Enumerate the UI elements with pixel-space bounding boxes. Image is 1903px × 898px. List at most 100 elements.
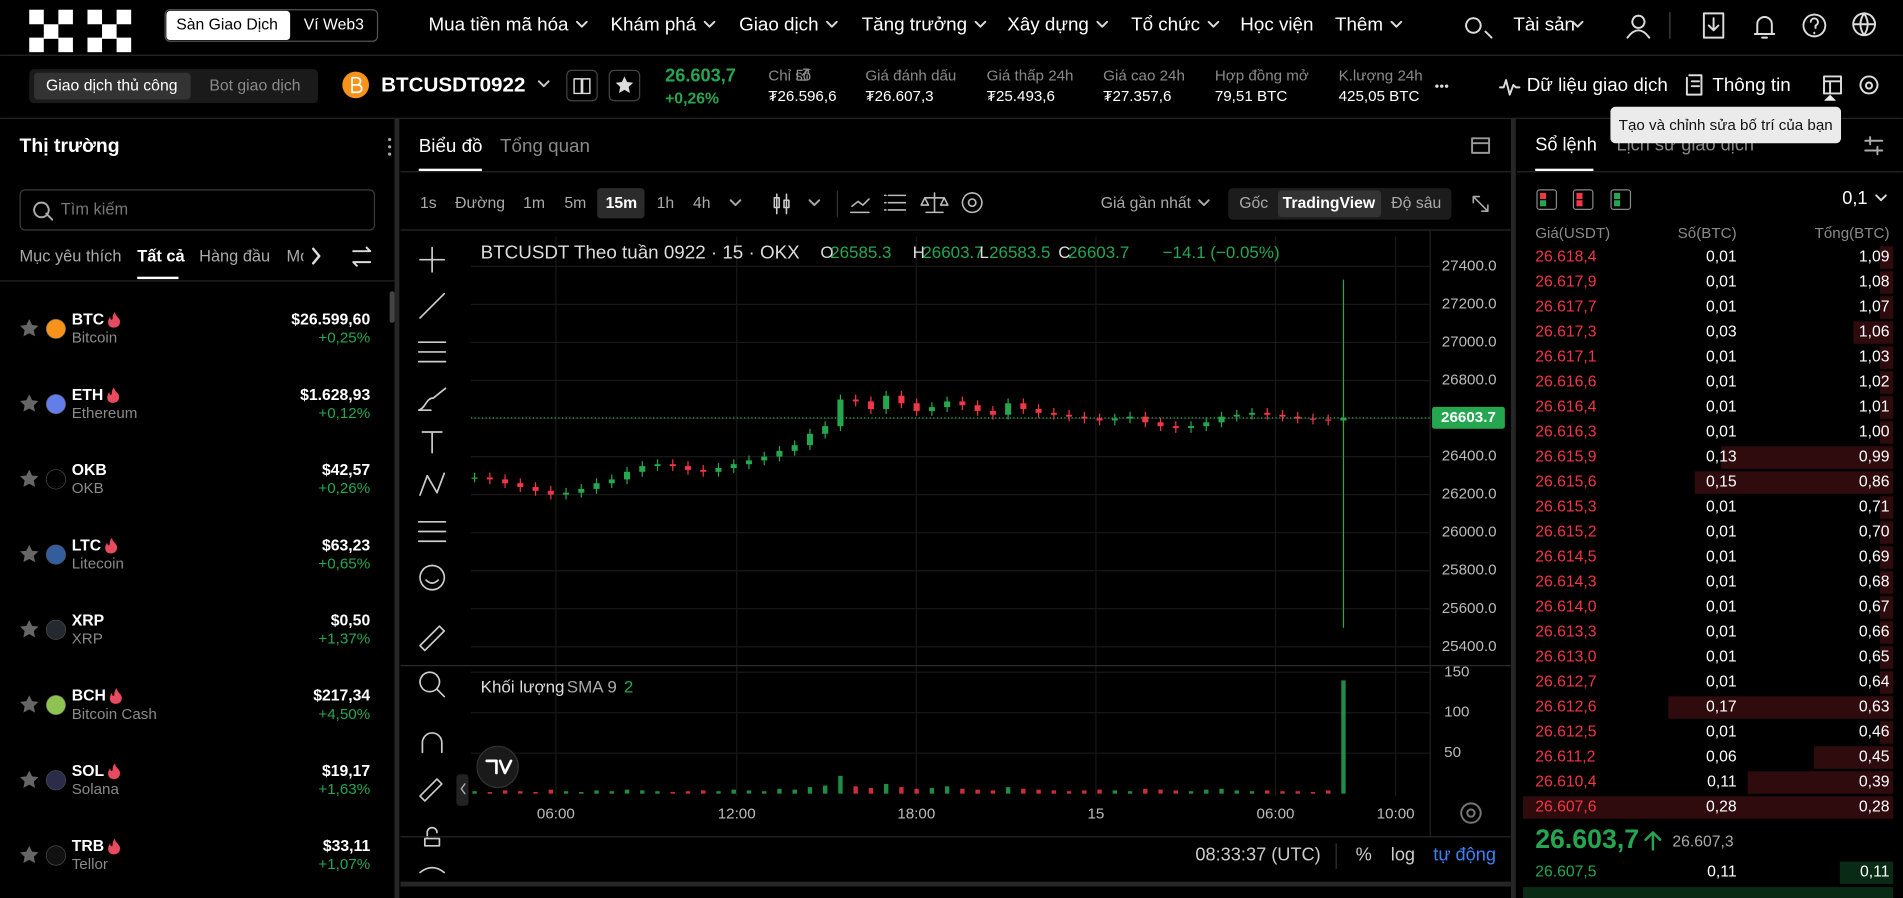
interval[interactable]: 5m (564, 195, 586, 212)
coin-symbol[interactable]: OKB (72, 462, 107, 479)
chevron (826, 20, 838, 28)
ask-total: 1,03 (1859, 348, 1890, 365)
volume-bar (1005, 787, 1011, 794)
volume-bar (609, 791, 614, 794)
candle (898, 395, 905, 404)
view-tab[interactable]: TradingView (1283, 195, 1376, 212)
chevron (576, 20, 588, 28)
tooltip-arrow (1824, 94, 1837, 101)
stat-label: Giá thấp 24h (987, 67, 1074, 84)
candle (608, 479, 615, 484)
volume-bar (929, 787, 935, 794)
chart-tab[interactable]: Biểu đồ (419, 135, 483, 156)
book-tab[interactable]: Sổ lệnh (1535, 134, 1597, 154)
drawing-tool (419, 866, 446, 874)
depth-bar (1839, 861, 1894, 885)
search-input[interactable]: Tìm kiếm (61, 200, 128, 218)
coin-symbol[interactable]: LTC (72, 537, 101, 554)
clock: 08:33:37 (UTC) (1195, 844, 1320, 864)
view-tab[interactable]: Độ sâu (1391, 195, 1441, 212)
nav-item[interactable]: Học viện (1240, 13, 1313, 34)
ask-total: 1,07 (1859, 298, 1890, 315)
coin-symbol[interactable]: SOL (72, 763, 105, 780)
info[interactable]: Thông tin (1712, 74, 1790, 95)
drawing-tool (417, 520, 447, 543)
help-icon (1802, 13, 1827, 38)
ask-price: 26.610,4 (1535, 773, 1597, 790)
book-view-part (1540, 200, 1547, 207)
nav-item[interactable]: Khám phá (611, 13, 697, 34)
nav-item[interactable]: Thêm (1335, 13, 1383, 34)
coin-price: $33,11 (323, 838, 371, 855)
interval[interactable]: Đường (455, 195, 505, 212)
nav-item[interactable]: Mua tiền mã hóa (428, 13, 569, 34)
candle (1325, 419, 1332, 421)
volume-bar (1295, 791, 1300, 794)
book-view-part (1540, 192, 1547, 200)
x-tick-label: 06:00 (1257, 805, 1295, 822)
y-tick-label: 25600.0 (1442, 600, 1497, 617)
drawing-tool (419, 671, 446, 698)
market-tab[interactable]: Mục yêu thích (20, 248, 122, 266)
candle (1005, 403, 1012, 415)
coin-change: +0,65% (318, 555, 370, 572)
coin-symbol[interactable]: TRB (72, 838, 104, 855)
ohlc-value: 26583.5 (989, 243, 1050, 262)
symbol[interactable]: BTCUSDT0922 (381, 74, 525, 97)
volume-bar (792, 789, 797, 794)
candle (1066, 414, 1073, 417)
interval[interactable]: 15m (606, 195, 638, 212)
nav-item[interactable]: Tổ chức (1131, 13, 1200, 34)
market-tab[interactable]: Hàng đầu (199, 248, 270, 266)
market-tab[interactable]: Tất cả (137, 248, 185, 266)
tab[interactable]: Ví Web3 (304, 17, 364, 34)
chevron (729, 199, 742, 207)
candle (1035, 409, 1042, 413)
ask-size: 0,01 (1706, 373, 1737, 390)
mode[interactable]: Bot giao dịch (209, 77, 300, 94)
depth-bar (1879, 571, 1894, 594)
candle (1157, 422, 1164, 427)
price-step[interactable]: 0,1 (1842, 188, 1867, 208)
view-tab[interactable]: Gốc (1239, 195, 1268, 212)
chart-tab[interactable]: Tổng quan (500, 135, 590, 156)
trade-data[interactable]: Dữ liệu giao dịch (1527, 74, 1668, 95)
auto-toggle[interactable]: tự động (1433, 844, 1496, 864)
coin-symbol[interactable]: BTC (72, 312, 104, 329)
ask-total: 1,01 (1859, 398, 1890, 415)
price-source[interactable]: Giá gần nhất (1101, 195, 1192, 212)
ask-total: 0,63 (1859, 698, 1890, 715)
depth-bar (1879, 496, 1894, 519)
drawing-tool (419, 472, 446, 496)
percent-toggle[interactable]: % (1356, 844, 1372, 864)
interval[interactable]: 4h (693, 195, 711, 212)
coin-symbol[interactable]: BCH (72, 688, 106, 705)
volume-bar (1173, 790, 1178, 794)
volume-bar (1112, 790, 1117, 794)
coin-change: +0,12% (318, 405, 370, 422)
drawing-tool (419, 778, 443, 802)
nav-item[interactable]: Xây dựng (1007, 13, 1089, 34)
assets[interactable]: Tài sản (1513, 13, 1575, 34)
volume-bar (548, 789, 553, 794)
coin-symbol[interactable]: XRP (72, 612, 104, 629)
tab-active (166, 10, 291, 41)
user-icon (1626, 14, 1651, 39)
ask-total: 0,68 (1859, 573, 1890, 590)
mode[interactable]: Giao dịch thủ công (46, 77, 177, 94)
coin-price: $0,50 (331, 612, 371, 629)
interval[interactable]: 1m (523, 195, 545, 212)
market-tab[interactable]: Mới (286, 248, 314, 266)
log-toggle[interactable]: log (1391, 844, 1415, 864)
nav-item[interactable]: Giao dịch (739, 13, 818, 34)
info-icon (1685, 74, 1703, 96)
candle (684, 466, 692, 470)
drawing-tool (417, 341, 447, 363)
interval[interactable]: 1h (657, 195, 675, 212)
coin-symbol[interactable]: ETH (72, 387, 104, 404)
nav-item[interactable]: Tăng trưởng (862, 13, 967, 34)
interval[interactable]: 1s (420, 195, 437, 212)
tab[interactable]: Sàn Giao Dịch (176, 17, 278, 34)
candle (730, 464, 737, 468)
